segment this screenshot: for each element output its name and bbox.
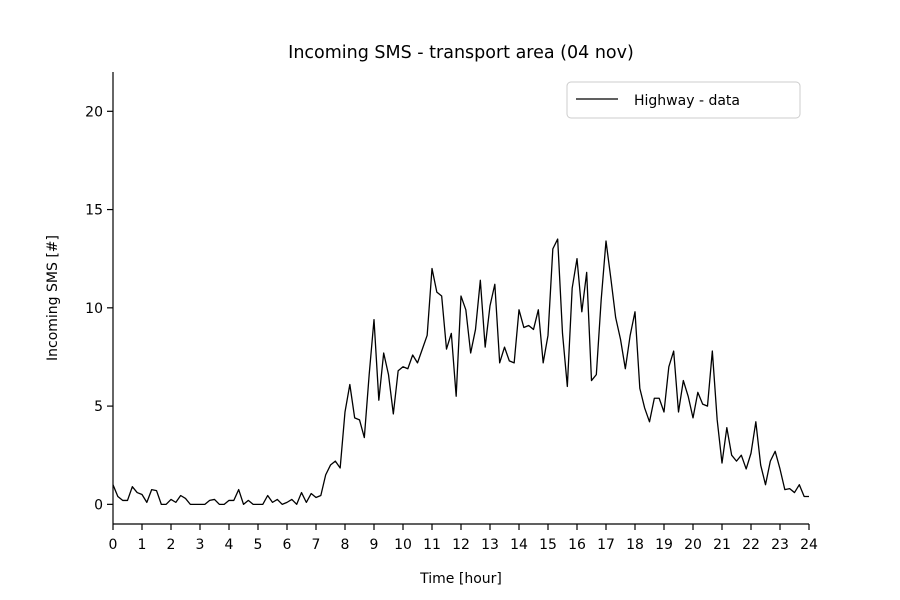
legend-box bbox=[566, 81, 801, 119]
x-axis-label: Time [hour] bbox=[419, 571, 502, 587]
x-tick-label: 21 bbox=[713, 537, 731, 553]
x-tick-label: 23 bbox=[771, 537, 789, 553]
x-tick-label: 24 bbox=[800, 537, 818, 553]
x-tick-label: 22 bbox=[742, 537, 760, 553]
plot-area bbox=[112, 238, 809, 505]
y-tick-label: 20 bbox=[85, 104, 103, 120]
x-axis-ticks: 0 1 2 3 4 5 6 7 8 9 10 11 12 13 14 15 16 17 18 19 20 21 22 23 24 bbox=[109, 524, 818, 553]
x-tick-label: 2 bbox=[167, 537, 176, 553]
x-tick-label: 17 bbox=[597, 537, 615, 553]
x-tick-label: 1 bbox=[138, 537, 147, 553]
legend-label: Highway - data bbox=[634, 93, 740, 109]
series-line-highway-data bbox=[112, 238, 809, 505]
x-tick-label: 4 bbox=[225, 537, 234, 553]
x-tick-label: 11 bbox=[423, 537, 441, 553]
y-axis-ticks: 0 5 10 15 20 bbox=[85, 104, 113, 513]
x-tick-label: 15 bbox=[539, 537, 557, 553]
y-tick-label: 5 bbox=[94, 399, 103, 415]
x-tick-label: 10 bbox=[394, 537, 412, 553]
x-tick-label: 5 bbox=[254, 537, 263, 553]
x-tick-label: 13 bbox=[481, 537, 499, 553]
x-tick-label: 6 bbox=[283, 537, 292, 553]
x-tick-label: 14 bbox=[510, 537, 528, 553]
x-tick-label: 8 bbox=[341, 537, 350, 553]
y-axis-label: Incoming SMS [#] bbox=[45, 235, 61, 361]
x-tick-label: 20 bbox=[684, 537, 702, 553]
y-tick-label: 0 bbox=[94, 497, 103, 513]
x-tick-label: 9 bbox=[370, 537, 379, 553]
legend: Highway - data bbox=[566, 81, 801, 119]
x-tick-label: 3 bbox=[196, 537, 205, 553]
x-tick-label: 12 bbox=[452, 537, 470, 553]
x-tick-label: 19 bbox=[655, 537, 673, 553]
y-tick-label: 15 bbox=[85, 203, 103, 219]
y-tick-label: 10 bbox=[85, 301, 103, 317]
x-tick-label: 0 bbox=[109, 537, 118, 553]
x-tick-label: 18 bbox=[626, 537, 644, 553]
x-tick-label: 7 bbox=[312, 537, 321, 553]
x-tick-label: 16 bbox=[568, 537, 586, 553]
chart-title: Incoming SMS - transport area (04 nov) bbox=[288, 43, 634, 63]
